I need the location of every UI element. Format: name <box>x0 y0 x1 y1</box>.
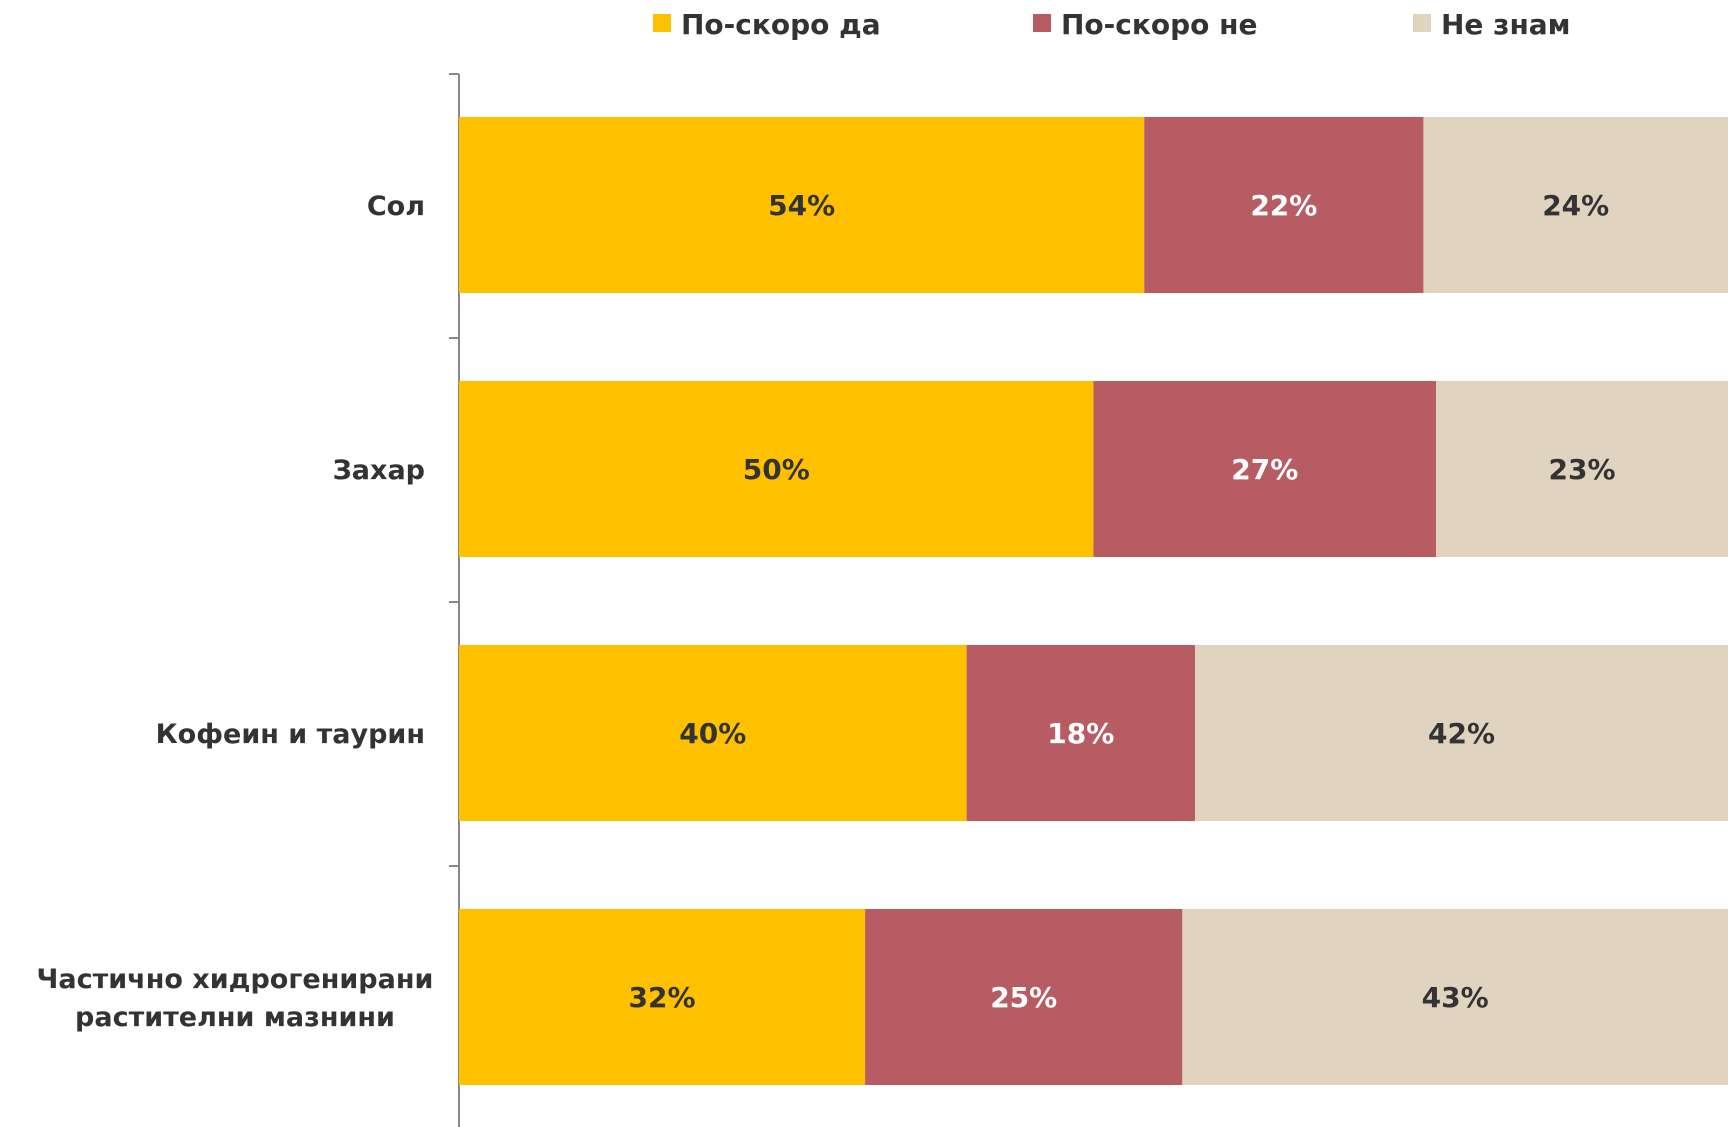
legend-item-3: Не знам <box>1413 8 1571 41</box>
bar-segment-3-row-3 <box>1195 645 1728 821</box>
legend-item-1: По-скоро да <box>653 8 881 41</box>
category-labels: Сол Захар Кофеин и таурин Частично хидроген… <box>37 191 434 1033</box>
bar-segment-1-row-1 <box>459 117 1145 293</box>
category-label-line: Захар <box>333 455 425 486</box>
category-label-line: Частично хидрогенирани <box>37 964 434 995</box>
legend: По-скоро да По-скоро не Не знам <box>653 8 1571 41</box>
data-label-3-row-4: 43% <box>1422 981 1489 1014</box>
bar-segment-3-row-1 <box>1423 117 1728 293</box>
data-label-2-row-3: 18% <box>1047 717 1114 750</box>
category-label-1: Сол <box>367 191 425 222</box>
bar-segment-3-row-2 <box>1436 381 1728 557</box>
data-label-1-row-1: 54% <box>768 189 835 222</box>
data-label-1-row-4: 32% <box>629 981 696 1014</box>
bar-segment-2-row-3 <box>966 645 1196 821</box>
data-label-3-row-3: 42% <box>1428 717 1495 750</box>
bar-segment-2-row-4 <box>865 909 1183 1085</box>
bar-segment-2-row-2 <box>1093 381 1437 557</box>
legend-swatch-1 <box>653 14 671 32</box>
category-label-2: Захар <box>333 455 425 486</box>
bar-segment-1-row-2 <box>459 381 1094 557</box>
bar-segment-3-row-4 <box>1182 909 1728 1085</box>
data-label-2-row-1: 22% <box>1250 189 1317 222</box>
data-label-1-row-3: 40% <box>679 717 746 750</box>
data-label-1-row-2: 50% <box>743 453 810 486</box>
data-label-2-row-4: 25% <box>990 981 1057 1014</box>
category-label-line: Кофеин и таурин <box>156 719 425 750</box>
legend-item-2: По-скоро не <box>1033 8 1258 41</box>
category-label-4: Частично хидрогенирани растителни мазнини <box>37 964 434 1033</box>
bars: 54% 22% 24% 50% 27% 23% 40% 18% 42% 32% 25% 43% <box>459 117 1728 1085</box>
category-label-line: Сол <box>367 191 425 222</box>
bar-segment-1-row-4 <box>459 909 866 1085</box>
legend-label-3: Не знам <box>1441 8 1571 41</box>
legend-label-2: По-скоро не <box>1061 8 1258 41</box>
category-label-line: растителни мазнини <box>75 1002 395 1033</box>
data-label-2-row-2: 27% <box>1231 453 1298 486</box>
category-axis <box>449 73 460 1127</box>
bar-segment-1-row-3 <box>459 645 967 821</box>
legend-swatch-2 <box>1033 14 1051 32</box>
data-label-3-row-1: 24% <box>1542 189 1609 222</box>
category-label-3: Кофеин и таурин <box>156 719 425 750</box>
data-label-3-row-2: 23% <box>1549 453 1616 486</box>
legend-label-1: По-скоро да <box>681 8 881 41</box>
bar-segment-2-row-1 <box>1144 117 1424 293</box>
legend-swatch-3 <box>1413 14 1431 32</box>
